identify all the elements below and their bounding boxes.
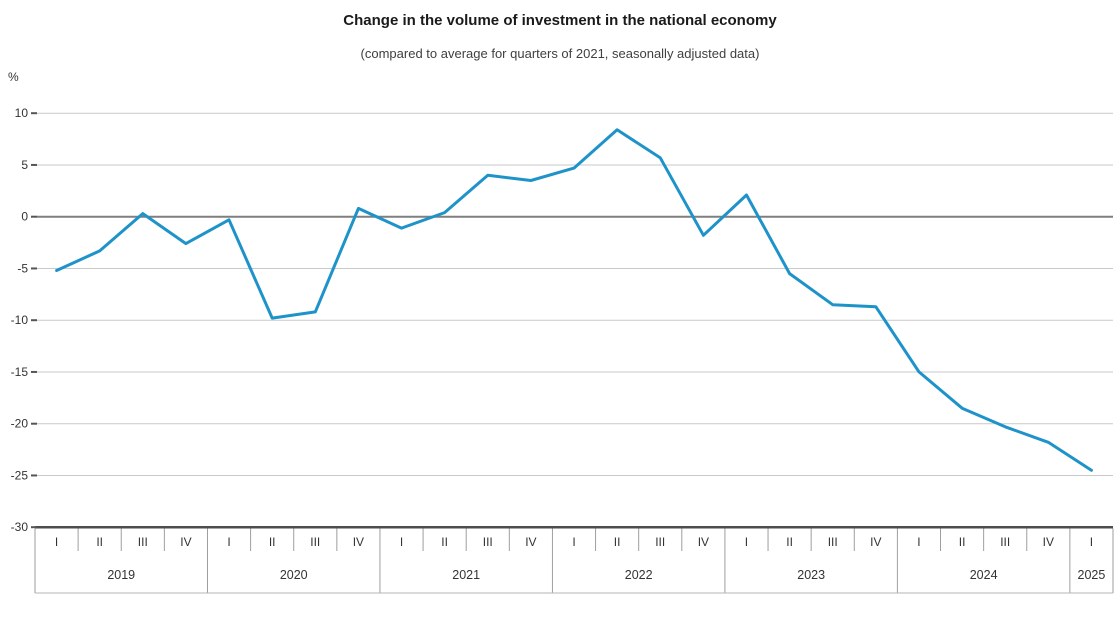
x-tick-quarter-label: IV bbox=[1043, 535, 1054, 549]
x-tick-quarter-label: II bbox=[786, 535, 793, 549]
x-tick-year-label: 2022 bbox=[625, 568, 653, 582]
y-tick-label: -25 bbox=[11, 468, 29, 482]
x-tick-year-label: 2023 bbox=[797, 568, 825, 582]
x-tick-quarter-label: II bbox=[269, 535, 276, 549]
data-series-line bbox=[55, 128, 1093, 472]
x-tick-year-label: 2021 bbox=[452, 568, 480, 582]
y-tick-label: -20 bbox=[11, 417, 29, 431]
y-tick-label: -15 bbox=[11, 365, 29, 379]
x-tick-year-label: 2024 bbox=[970, 568, 998, 582]
x-tick-year-label: 2020 bbox=[280, 568, 308, 582]
y-tick-label: 0 bbox=[21, 210, 28, 224]
x-tick-quarter-label: I bbox=[572, 535, 575, 549]
x-tick-quarter-label: IV bbox=[525, 535, 536, 549]
y-tick-label: -5 bbox=[17, 261, 28, 275]
x-tick-quarter-label: I bbox=[400, 535, 403, 549]
x-tick-quarter-label: IV bbox=[353, 535, 364, 549]
x-tick-quarter-label: II bbox=[96, 535, 103, 549]
x-tick-quarter-label: I bbox=[917, 535, 920, 549]
y-tick-label: 10 bbox=[15, 106, 29, 120]
x-tick-quarter-label: III bbox=[1000, 535, 1010, 549]
y-axis-unit-label: % bbox=[8, 70, 19, 84]
x-tick-quarter-label: III bbox=[310, 535, 320, 549]
x-tick-quarter-label: IV bbox=[870, 535, 881, 549]
x-tick-quarter-label: III bbox=[483, 535, 493, 549]
x-tick-quarter-label: I bbox=[55, 535, 58, 549]
x-tick-year-label: 2025 bbox=[1078, 568, 1106, 582]
x-tick-quarter-label: I bbox=[1090, 535, 1093, 549]
x-tick-quarter-label: II bbox=[959, 535, 966, 549]
x-tick-quarter-label: II bbox=[441, 535, 448, 549]
x-tick-quarter-label: IV bbox=[180, 535, 191, 549]
x-tick-quarter-label: II bbox=[614, 535, 621, 549]
x-tick-quarter-label: III bbox=[828, 535, 838, 549]
y-tick-label: -30 bbox=[11, 520, 29, 534]
x-tick-year-label: 2019 bbox=[107, 568, 135, 582]
x-tick-quarter-label: III bbox=[138, 535, 148, 549]
chart-title: Change in the volume of investment in th… bbox=[343, 12, 777, 29]
y-tick-label: -10 bbox=[11, 313, 29, 327]
x-tick-quarter-label: III bbox=[655, 535, 665, 549]
x-tick-quarter-label: I bbox=[745, 535, 748, 549]
y-tick-label: 5 bbox=[21, 158, 28, 172]
x-tick-quarter-label: I bbox=[227, 535, 230, 549]
chart-subtitle: (compared to average for quarters of 202… bbox=[360, 46, 760, 61]
x-tick-quarter-label: IV bbox=[698, 535, 709, 549]
